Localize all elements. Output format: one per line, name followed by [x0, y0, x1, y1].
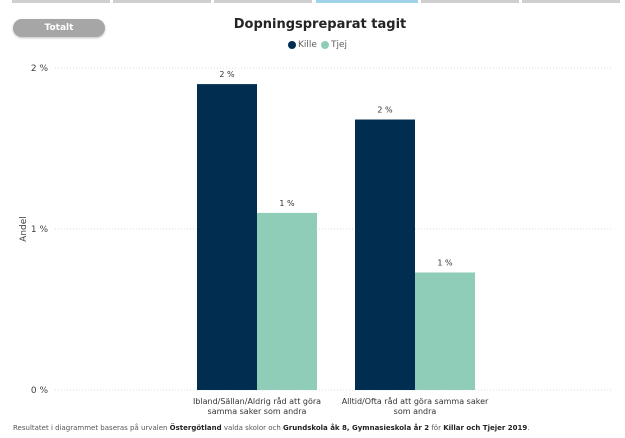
x-category-label: Alltid/Ofta råd att göra samma saker [342, 396, 489, 406]
page-tab[interactable] [12, 0, 110, 3]
footnote-text: valda skolor och [221, 424, 284, 432]
chart-title: Dopningspreparat tagit [233, 17, 407, 32]
data-label: 2 % [377, 106, 393, 115]
data-label: 1 % [279, 199, 295, 208]
page-tab[interactable] [522, 0, 620, 3]
bar-tjej [257, 212, 317, 390]
totalt-filter-button[interactable]: Totalt [13, 19, 105, 37]
y-tick-label: 2 % [31, 64, 49, 74]
legend-item-tjej[interactable]: Tjej [320, 40, 347, 50]
legend-label-kille: Kille [298, 40, 317, 50]
footnote-group-year: Killar och Tjejer 2019 [443, 424, 528, 432]
y-tick-label: 1 % [31, 225, 49, 235]
page-tab[interactable] [113, 0, 211, 3]
x-category-label: Ibland/Sällan/Aldrig råd att göra [193, 396, 321, 406]
legend-label-tjej: Tjej [330, 40, 347, 50]
x-category-label: samma saker som andra [208, 407, 307, 416]
bar-kille [355, 119, 415, 391]
legend-item-kille[interactable]: Kille [288, 40, 317, 50]
y-tick-label: 0 % [31, 386, 49, 396]
legend-marker-tjej [320, 41, 329, 49]
page-tab[interactable] [214, 0, 312, 3]
footnote-text: för [429, 424, 444, 432]
report-tab-strip [0, 0, 625, 4]
footnote-school-level: Grundskola åk 8, Gymnasieskola år 2 [283, 424, 430, 432]
chart-legend: Kille Tjej [288, 40, 347, 50]
data-label: 1 % [437, 258, 453, 267]
legend-marker-kille [288, 41, 296, 49]
page-tab-active[interactable] [316, 0, 418, 3]
x-category-label: som andra [394, 407, 437, 416]
data-label: 2 % [219, 70, 235, 79]
page-tab[interactable] [421, 0, 519, 3]
y-axis-title: Andel [19, 216, 29, 242]
footnote-text: Resultatet i diagrammet baseras på urval… [13, 424, 170, 432]
footnote-text: . [527, 424, 530, 432]
footnote-region: Östergötland [169, 424, 222, 432]
data-source-footnote: Resultatet i diagrammet baseras på urval… [13, 424, 529, 432]
bar-tjej [415, 272, 475, 390]
bar-chart: 0 % 1 % 2 % Andel 2 % 1 % Ibland/Sällan/Aldrig… [19, 64, 612, 416]
bar-kille [197, 84, 257, 390]
